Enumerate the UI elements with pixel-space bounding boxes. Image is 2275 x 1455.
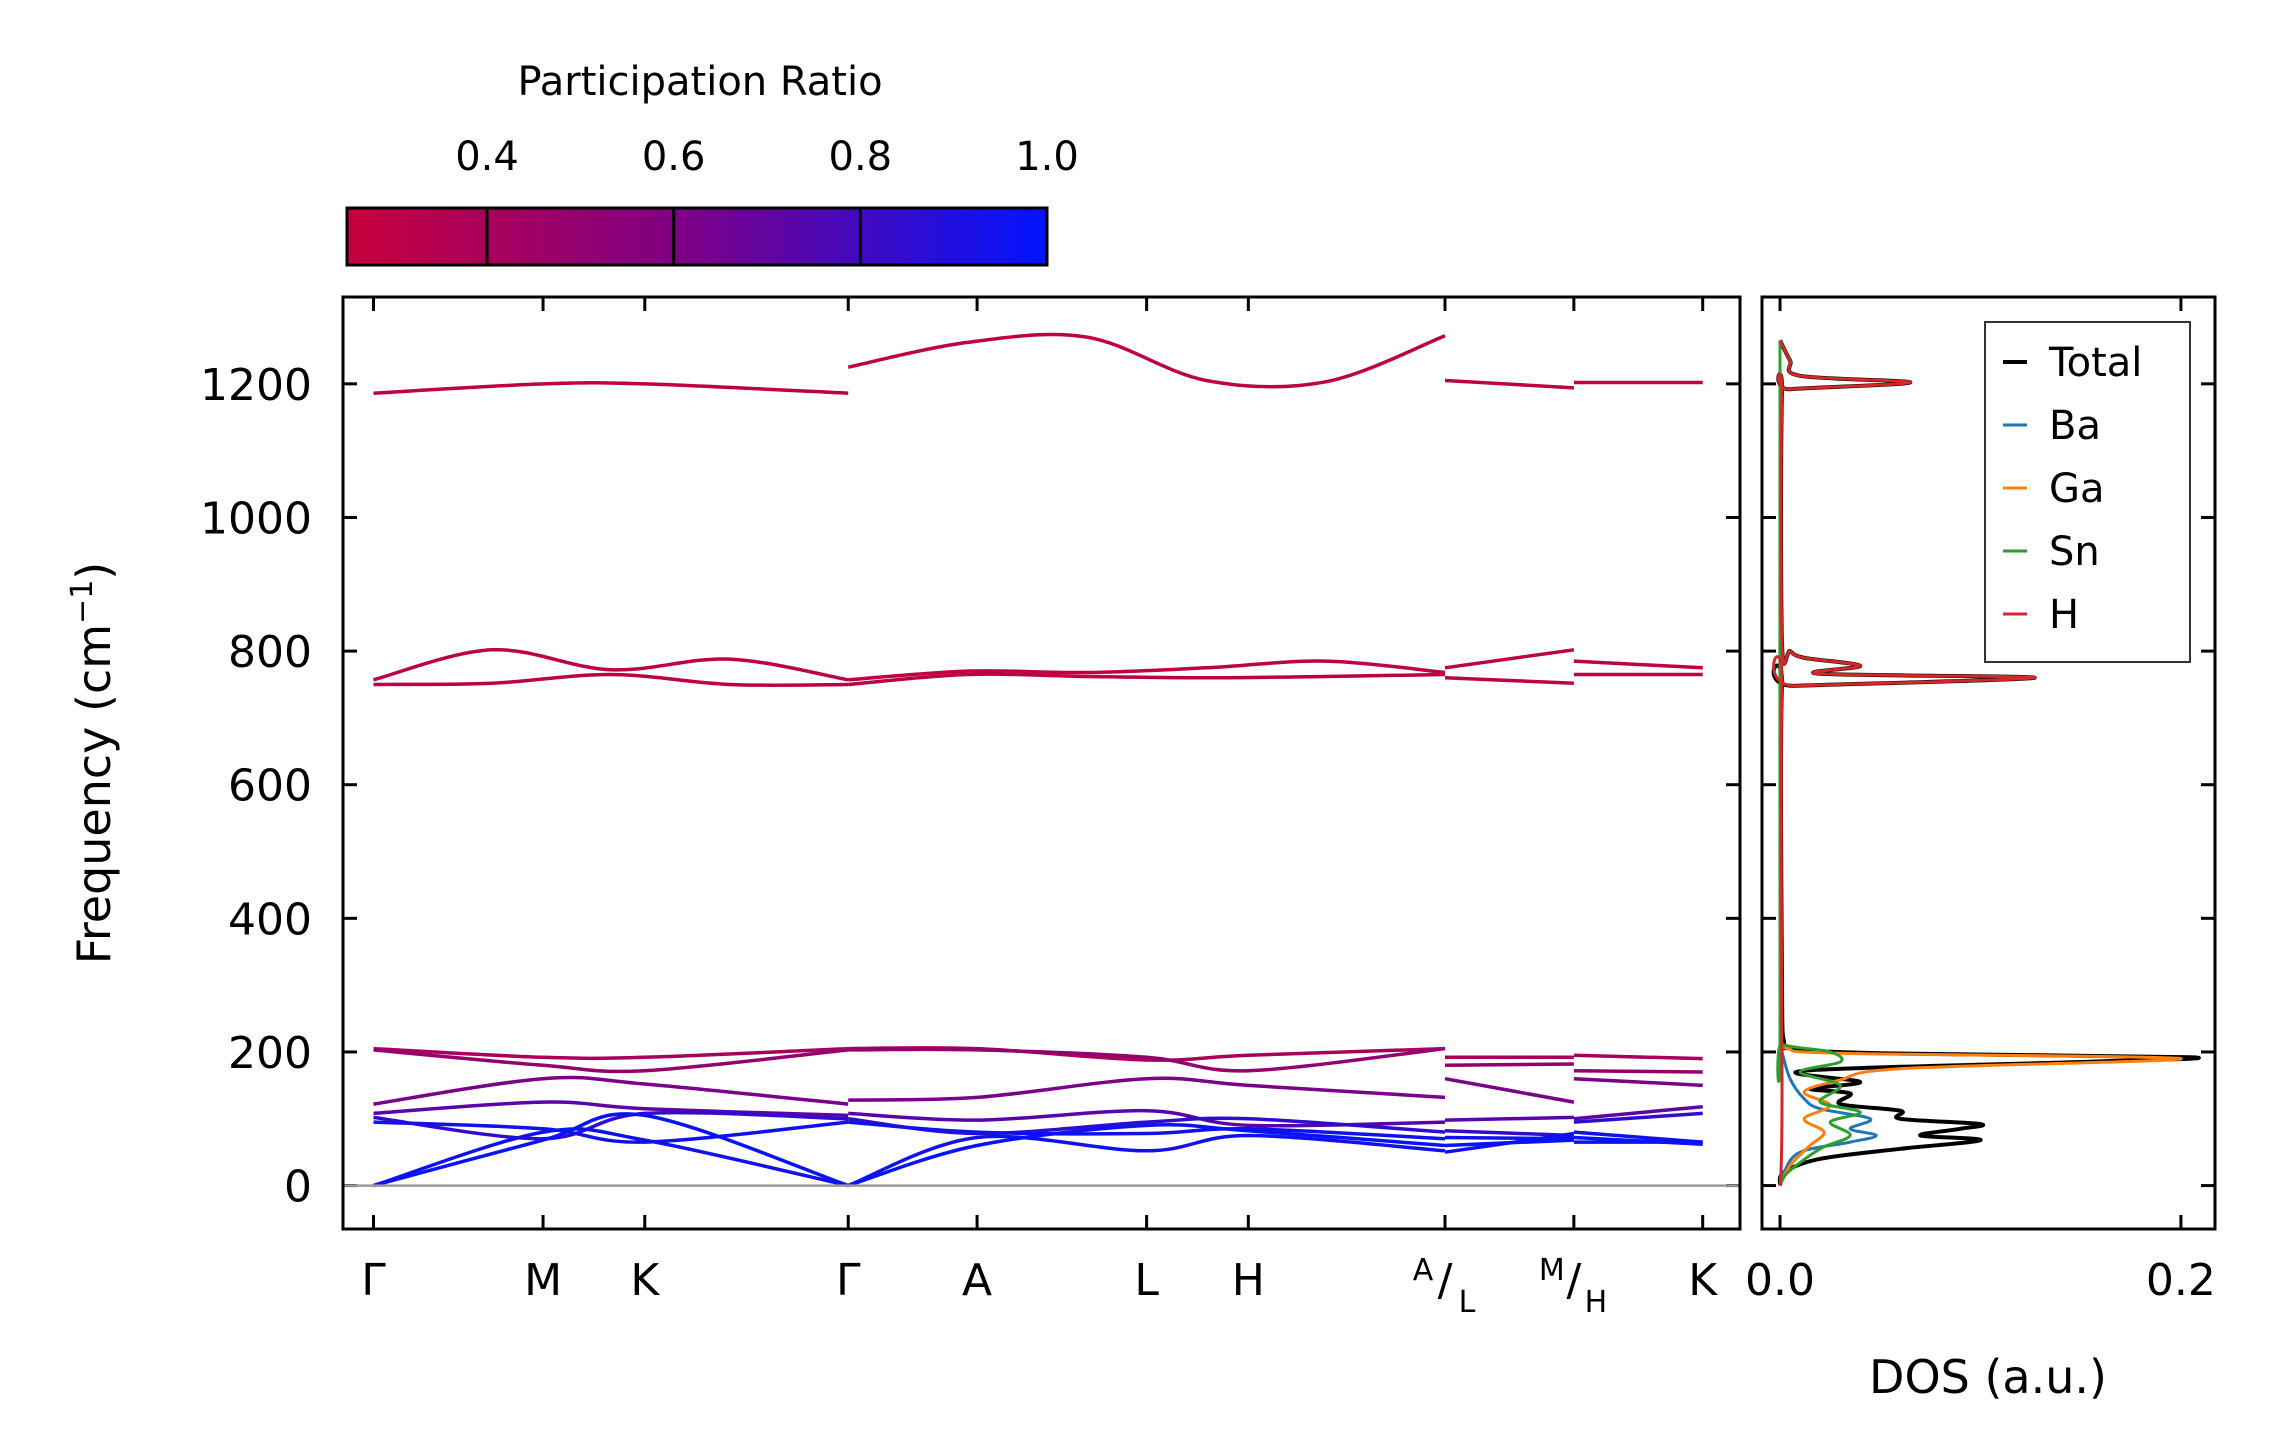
colorbar-tick-label: 0.4 [455,134,519,180]
phonon-band [373,1112,849,1188]
dos-line-ga [1778,1040,2183,1187]
phonon-band [373,1048,849,1074]
kpoint-label: Γ [836,1255,861,1306]
colorbar-tick-label: 0.6 [642,134,706,180]
phonon-band [848,1046,1446,1073]
legend-label-sn: Sn [2049,529,2100,575]
band-axes-frame [341,295,1742,1231]
phonon-band [1444,1062,1574,1068]
phonon-band [1573,1104,1703,1121]
y-tick-label: 0 [284,1162,312,1213]
legend-label-h: H [2049,592,2079,638]
phonon-band [1444,648,1575,670]
dos-panel: 0.0 0.2 DOS (a.u.) Total Ba Ga Sn H [1745,295,2217,1404]
y-tick-label: 1000 [200,493,312,544]
dos-line-h [1772,339,2037,1186]
colorbar-tick-label: 0.8 [829,134,893,180]
y-tick-label: 600 [228,761,312,812]
y-tick-label: 200 [228,1028,312,1079]
phonon-band [373,1046,849,1061]
svg-text:/: / [1438,1255,1453,1306]
phonon-band [1444,1135,1574,1141]
svg-text:A: A [1413,1253,1434,1288]
phonon-band [1573,1111,1703,1124]
phonon-band [1444,1138,1574,1148]
phonon-band [848,1076,1446,1102]
legend-label-ga: Ga [2049,466,2105,512]
phonon-band [848,659,1446,682]
phonon-band [373,648,849,682]
colorbar-tick-label: 1.0 [1015,134,1079,180]
legend-label-total: Total [2048,340,2142,386]
phonon-band [1573,659,1703,670]
kpoint-label: A [962,1255,992,1306]
y-tick-label: 1200 [200,360,312,411]
phonon-band [1444,1076,1575,1104]
kpoint-label: K [1688,1255,1718,1306]
kpoint-label: M / H [1539,1253,1607,1320]
dos-x-tick-label: 0.0 [1745,1255,1815,1306]
svg-text:M: M [1539,1253,1565,1288]
phonon-band [847,332,1446,389]
kpoint-label: A / L [1413,1253,1476,1320]
dos-line-ba [1778,1041,1878,1187]
y-axis-title: Frequency (cm−1) [65,562,121,965]
phonon-band [1444,378,1575,390]
phonon-band [1444,1115,1574,1122]
kpoint-label: H [1232,1255,1265,1306]
phonon-band [847,1122,1446,1188]
phonon-band [1573,1135,1703,1146]
colorbar-title: Participation Ratio [517,59,882,105]
phonon-band [373,1110,849,1141]
colorbar: Participation Ratio 0.4 0.6 0.8 1.0 [345,59,1079,267]
phonon-band [1573,1068,1703,1074]
legend-frame [1984,321,2191,663]
svg-text:H: H [1585,1285,1608,1320]
phonon-band [1573,1076,1703,1088]
phonon-band [1444,676,1574,685]
svg-text:/: / [1566,1255,1581,1306]
y-tick-label: 800 [228,627,312,678]
legend-label-ba: Ba [2049,403,2101,449]
phonon-band [373,672,849,688]
phonon-band [373,1075,849,1106]
kpoint-label: L [1134,1255,1159,1306]
phonon-band [373,380,849,395]
dos-line-sn [1776,340,1862,1187]
phonon-band [373,1120,849,1144]
dos-x-tick-label: 0.2 [2146,1255,2216,1306]
dos-axes-frame [1760,295,2217,1231]
svg-text:L: L [1459,1285,1476,1320]
colorbar-gradient [345,206,1049,267]
phonon-band [847,1133,1446,1188]
phonon-band [372,1127,849,1188]
kpoint-label: Γ [361,1255,386,1306]
y-tick-label: 400 [228,894,312,945]
kpoint-label: M [524,1255,562,1306]
legend: Total Ba Ga Sn H [1984,321,2191,663]
phonon-band [1573,1053,1703,1061]
x-axis-title-dos: DOS (a.u.) [1869,1350,2107,1404]
phonon-band [848,672,1446,687]
kpoint-label: K [630,1255,660,1306]
phonon-band [848,1120,1446,1141]
phonon-band [373,1100,849,1118]
